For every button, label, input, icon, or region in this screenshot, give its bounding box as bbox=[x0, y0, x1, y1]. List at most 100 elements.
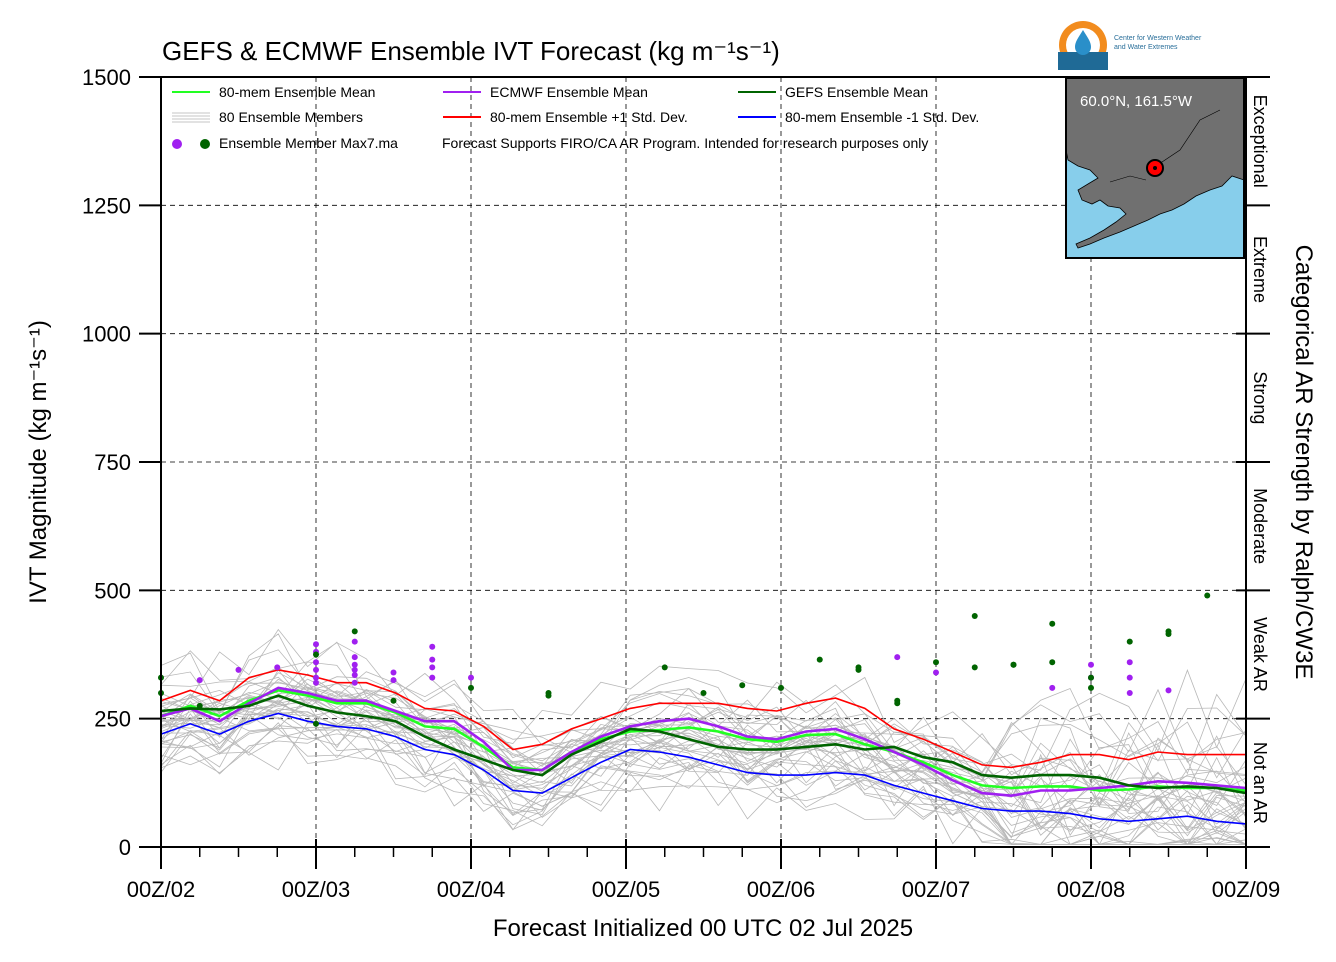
gefs-max-point bbox=[739, 682, 746, 689]
ecmwf-max-point bbox=[468, 674, 474, 681]
member-line bbox=[160, 699, 1247, 838]
y-tick-label: 1000 bbox=[82, 322, 131, 347]
gefs-max-point bbox=[855, 666, 862, 673]
member-line bbox=[160, 728, 1247, 845]
member-line bbox=[160, 686, 1247, 814]
ecmwf-max-point bbox=[351, 679, 358, 686]
gefs-max-point bbox=[313, 651, 319, 658]
series-line bbox=[160, 694, 1247, 795]
ecmwf-max-point bbox=[196, 677, 203, 684]
series-line bbox=[160, 669, 1246, 769]
ensemble-members bbox=[160, 628, 1247, 846]
ecmwf-max-point bbox=[1126, 674, 1133, 681]
member-line bbox=[160, 703, 1247, 834]
member-line bbox=[160, 649, 1247, 793]
ecmwf-max-point bbox=[933, 669, 939, 676]
ecmwf-max-point bbox=[351, 661, 358, 668]
y-tick-label: 750 bbox=[94, 450, 131, 475]
gefs-max-point bbox=[1088, 684, 1094, 691]
x-tick-label: 00Z/09 bbox=[1212, 877, 1281, 902]
member-line bbox=[160, 704, 1247, 845]
legend-note: Forecast Supports FIRO/CA AR Program. In… bbox=[442, 135, 928, 151]
ecmwf-max-point bbox=[894, 654, 901, 661]
logo-line-2: and Water Extremes bbox=[1114, 44, 1178, 51]
y-tick-label: 1250 bbox=[82, 193, 131, 218]
x-axis-label: Forecast Initialized 00 UTC 02 Jul 2025 bbox=[493, 915, 913, 942]
y-tick-label: 0 bbox=[119, 835, 131, 860]
gefs-max-point bbox=[1165, 630, 1172, 637]
series-line bbox=[160, 689, 1247, 792]
logo-line-1: Center for Western Weather bbox=[1114, 35, 1202, 42]
ecmwf-max-point bbox=[390, 669, 397, 676]
series-line bbox=[160, 712, 1247, 825]
location-map-inset: 60.0°N, 161.5°W bbox=[1065, 77, 1245, 259]
legend-ecmwf-mean: ECMWF Ensemble Mean bbox=[490, 84, 648, 100]
y-tick-label: 500 bbox=[94, 578, 131, 603]
category-label: Weak AR bbox=[1250, 617, 1270, 692]
category-label: Strong bbox=[1250, 371, 1270, 424]
gefs-max-point bbox=[816, 656, 823, 663]
ecmwf-max-point bbox=[351, 672, 358, 679]
gefs-max-point bbox=[971, 613, 978, 619]
member-line bbox=[160, 722, 1247, 845]
gefs-max-point bbox=[1049, 659, 1056, 666]
member-line bbox=[160, 628, 1247, 773]
cw3e-logo: Center for Western Weather and Water Ext… bbox=[1058, 21, 1202, 70]
ecmwf-max-point bbox=[1049, 684, 1056, 691]
ecmwf-max-point bbox=[313, 666, 319, 673]
ecmwf-max-point bbox=[351, 666, 358, 673]
ecmwf-max-point bbox=[390, 677, 397, 684]
ecmwf-max-point bbox=[1126, 690, 1133, 696]
gefs-max-point bbox=[700, 690, 707, 696]
legend-max-label: Ensemble Member Max7.ma bbox=[219, 135, 398, 151]
member-line bbox=[160, 696, 1247, 845]
category-label: Exceptional bbox=[1250, 95, 1270, 188]
ecmwf-max-point bbox=[429, 664, 436, 671]
member-line bbox=[160, 661, 1247, 808]
legend: 80-mem Ensemble Mean ECMWF Ensemble Mean… bbox=[172, 84, 979, 151]
ecmwf-max-point bbox=[313, 641, 319, 648]
gefs-max-point bbox=[1126, 638, 1133, 645]
x-tick-label: 00Z/08 bbox=[1057, 877, 1126, 902]
y-axis-label: IVT Magnitude (kg m⁻¹s⁻¹) bbox=[25, 320, 52, 604]
ecmwf-max-point bbox=[429, 643, 436, 650]
ecmwf-max-point bbox=[235, 666, 242, 673]
ecmwf-max-point bbox=[313, 674, 319, 681]
gefs-max-point bbox=[778, 684, 784, 691]
ecmwf-max-point bbox=[1088, 661, 1094, 668]
ecmwf-max-point bbox=[351, 654, 358, 661]
legend-gefs-mean: GEFS Ensemble Mean bbox=[785, 84, 928, 100]
x-tick-label: 00Z/04 bbox=[437, 877, 506, 902]
gefs-max-point bbox=[894, 700, 901, 707]
x-tick-label: 00Z/05 bbox=[592, 877, 661, 902]
y-tick-label: 1500 bbox=[82, 65, 131, 90]
right-axis-label: Categorical AR Strength by Ralph/CW3E bbox=[1290, 245, 1317, 680]
member-max-points bbox=[158, 592, 1211, 727]
gefs-max-point bbox=[1088, 674, 1094, 681]
legend-members: 80 Ensemble Members bbox=[219, 109, 363, 125]
x-tick-label: 00Z/07 bbox=[902, 877, 971, 902]
category-label: Not an AR bbox=[1250, 742, 1270, 824]
gefs-max-point bbox=[196, 702, 203, 709]
ensemble-series bbox=[160, 669, 1247, 825]
x-tick-label: 00Z/03 bbox=[282, 877, 351, 902]
gefs-max-point bbox=[468, 684, 474, 691]
gefs-max-point bbox=[661, 664, 668, 671]
gefs-max-point bbox=[313, 720, 319, 727]
category-label: Extreme bbox=[1250, 236, 1270, 303]
ecmwf-max-point bbox=[351, 638, 358, 645]
gefs-max-point bbox=[351, 628, 358, 635]
member-line bbox=[160, 681, 1247, 798]
gefs-max-point bbox=[1204, 592, 1211, 599]
x-tick-label: 00Z/06 bbox=[747, 877, 816, 902]
ecmwf-max-point bbox=[429, 656, 436, 663]
axes: 0 250 500 750 1000 1250 1500 00Z/02 00Z/03 00Z/04… bbox=[82, 65, 1280, 902]
gefs-max-point bbox=[1049, 620, 1056, 627]
ecmwf-max-point bbox=[1126, 659, 1133, 666]
x-tick-label: 00Z/02 bbox=[127, 877, 196, 902]
gefs-max-point bbox=[933, 659, 939, 666]
y-tick-label: 250 bbox=[94, 707, 131, 732]
legend-minus-std: 80-mem Ensemble -1 Std. Dev. bbox=[785, 109, 979, 125]
legend-ens-mean: 80-mem Ensemble Mean bbox=[219, 84, 375, 100]
